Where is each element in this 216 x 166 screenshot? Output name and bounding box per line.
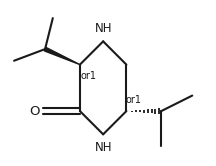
Text: or1: or1 — [125, 95, 141, 105]
Text: O: O — [29, 105, 40, 118]
Polygon shape — [44, 47, 80, 65]
Text: NH: NH — [94, 22, 112, 35]
Text: or1: or1 — [81, 71, 97, 81]
Text: NH: NH — [94, 141, 112, 154]
